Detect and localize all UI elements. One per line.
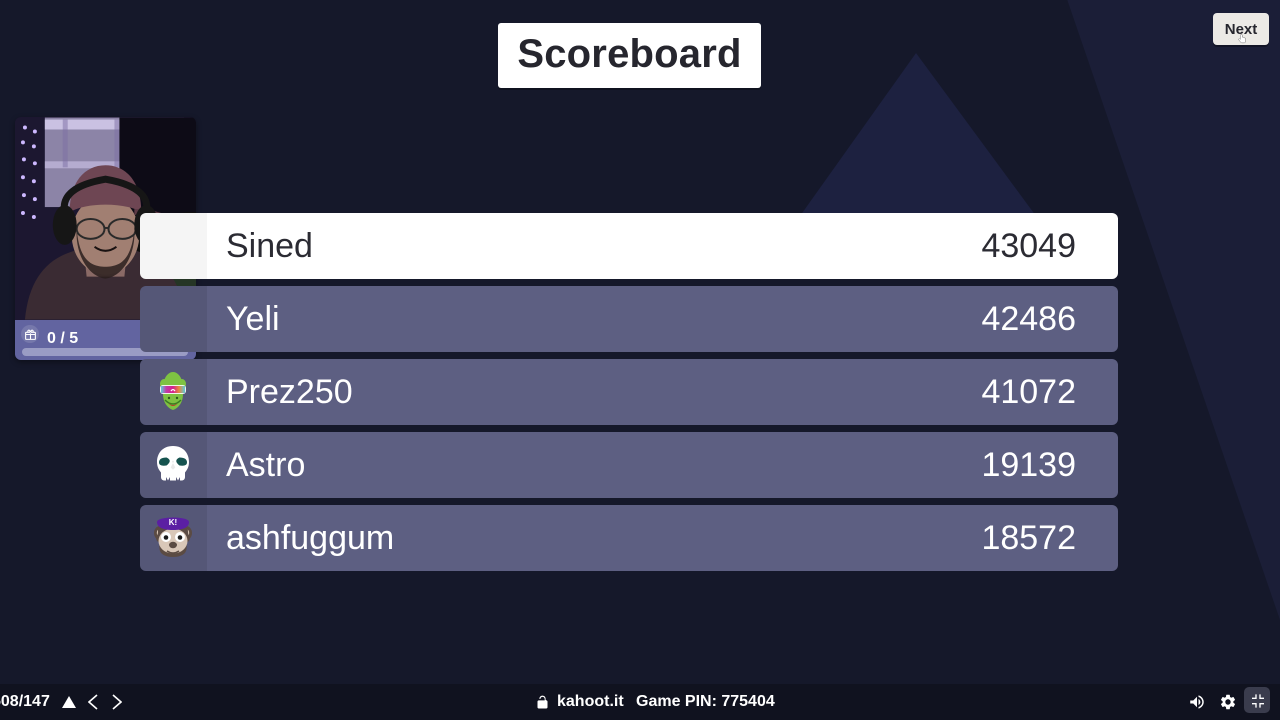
- svg-text:K!: K!: [169, 518, 177, 527]
